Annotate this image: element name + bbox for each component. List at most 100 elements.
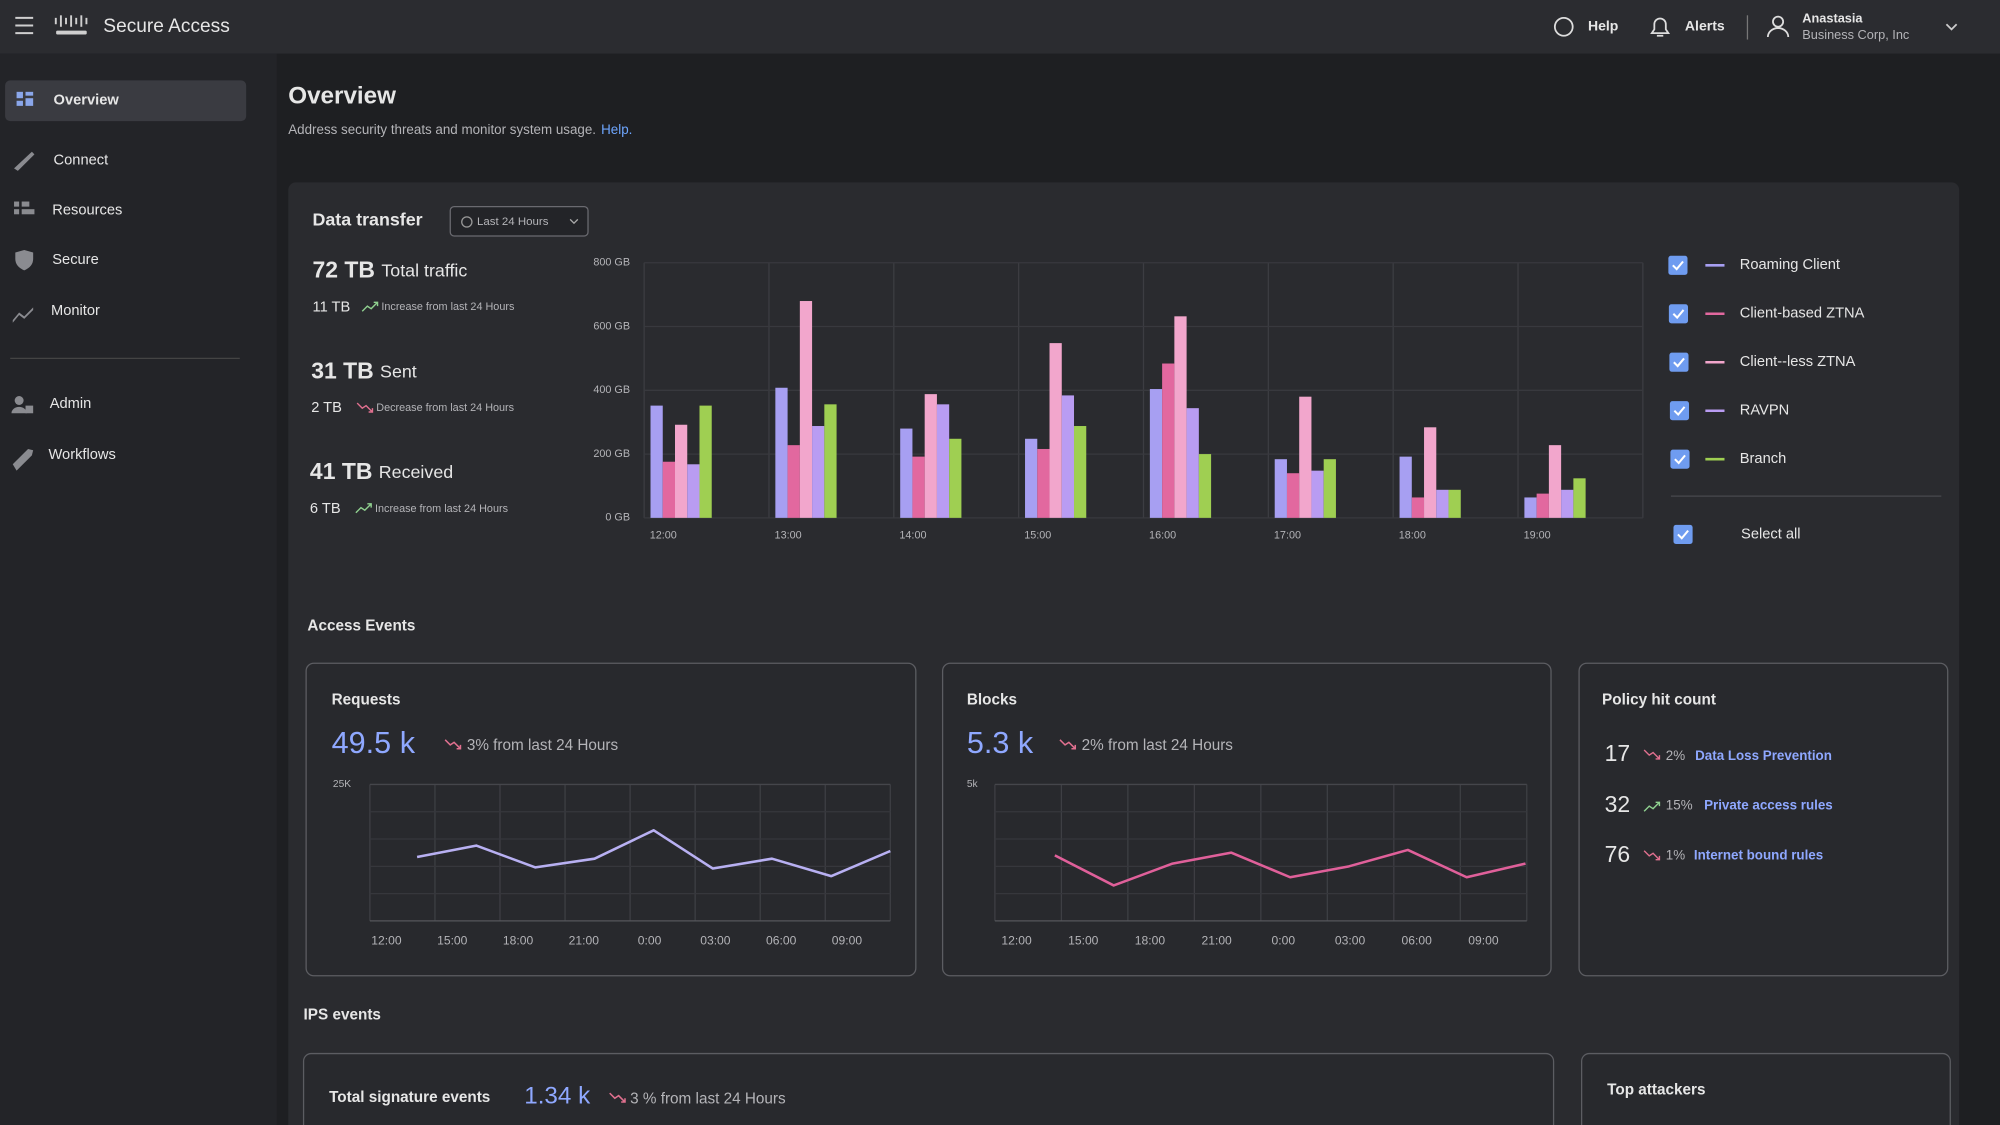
shape bbox=[1772, 15, 1785, 28]
bar bbox=[1448, 489, 1461, 518]
legend-label[interactable]: RAVPN bbox=[1740, 403, 1789, 419]
bar bbox=[1025, 438, 1038, 518]
time-filter-label[interactable]: Last 24 Hours bbox=[477, 216, 549, 228]
bar bbox=[824, 404, 837, 518]
policy-change: 1% bbox=[1666, 847, 1685, 862]
bar bbox=[1311, 470, 1324, 518]
nav-item[interactable]: Admin bbox=[50, 396, 92, 412]
bar bbox=[675, 424, 688, 518]
ips-value: 1.34 k bbox=[524, 1082, 591, 1109]
checkbox[interactable] bbox=[1673, 524, 1693, 545]
y-tick-label: 600 GB bbox=[593, 320, 630, 332]
charts: 0 GB 200 GB 400 GB 600 GB 800 GB 12:00 13:00 14… bbox=[333, 255, 1865, 948]
time-filter[interactable] bbox=[449, 205, 589, 237]
y-tick-label: 800 GB bbox=[593, 257, 630, 269]
nav-item[interactable]: Resources bbox=[52, 202, 122, 218]
x-tick-label: 19:00 bbox=[1524, 530, 1551, 542]
stat-change-text: Decrease from last 24 Hours bbox=[376, 402, 514, 414]
policy-count: 32 bbox=[1605, 791, 1631, 817]
shape bbox=[70, 15, 73, 27]
x-tick-label: 17:00 bbox=[1274, 530, 1301, 542]
bar bbox=[812, 426, 825, 518]
nav-item[interactable]: Overview bbox=[54, 93, 120, 109]
bar bbox=[1524, 497, 1537, 518]
stat: 41 TB Received bbox=[310, 458, 453, 484]
bar bbox=[1436, 489, 1449, 518]
chevron[interactable] bbox=[1945, 23, 1958, 31]
bell-icon[interactable] bbox=[1650, 17, 1671, 37]
help[interactable]: Help bbox=[1588, 17, 1618, 33]
shape bbox=[75, 17, 78, 25]
bar bbox=[1561, 489, 1574, 518]
x-tick-label: 21:00 bbox=[1201, 934, 1232, 948]
checkmark bbox=[1673, 406, 1686, 417]
bar bbox=[1323, 459, 1336, 518]
checkbox[interactable] bbox=[1668, 255, 1688, 275]
bar bbox=[949, 438, 962, 518]
bar bbox=[1037, 448, 1050, 518]
card bbox=[302, 1052, 1555, 1125]
bar bbox=[1149, 389, 1163, 518]
x-tick-label: 0:00 bbox=[638, 934, 662, 948]
policy-count: 76 bbox=[1605, 841, 1631, 867]
policy-link[interactable]: Data Loss Prevention bbox=[1695, 748, 1832, 763]
policy-link[interactable]: Private access rules bbox=[1704, 798, 1833, 813]
user-icon[interactable] bbox=[1766, 15, 1790, 38]
bar bbox=[1198, 454, 1212, 518]
card bbox=[941, 662, 1552, 977]
nav-item[interactable]: Monitor bbox=[51, 303, 100, 319]
checkbox[interactable] bbox=[1670, 449, 1690, 469]
legend-label[interactable]: Branch bbox=[1740, 451, 1786, 467]
trend-up bbox=[355, 503, 372, 514]
bar bbox=[1299, 396, 1312, 518]
card bbox=[1580, 1052, 1951, 1125]
line bbox=[1054, 848, 1526, 887]
x-tick-label: 21:00 bbox=[569, 934, 600, 948]
section-title: IPS events bbox=[304, 1006, 381, 1023]
x-tick-label: 18:00 bbox=[1135, 934, 1166, 948]
help-link[interactable]: Help. bbox=[601, 122, 632, 137]
shape bbox=[56, 30, 87, 35]
subtitle: Address security threats and monitor sys… bbox=[288, 122, 596, 137]
checkmark bbox=[1674, 454, 1686, 465]
checkbox[interactable] bbox=[1669, 352, 1689, 372]
policy-link[interactable]: Internet bound rules bbox=[1694, 847, 1823, 862]
org-name[interactable]: Business Corp, Inc bbox=[1802, 27, 1910, 42]
shape bbox=[25, 98, 34, 106]
stat-value: 72 TB bbox=[313, 257, 375, 283]
nav-item[interactable]: Connect bbox=[54, 153, 109, 169]
card-title: Top attackers bbox=[1607, 1082, 1705, 1099]
shape bbox=[12, 448, 34, 471]
shape bbox=[85, 17, 88, 25]
bar bbox=[687, 464, 700, 518]
help-icon[interactable] bbox=[1553, 16, 1574, 37]
legend-label[interactable]: Roaming Client bbox=[1740, 257, 1840, 273]
shape bbox=[21, 209, 35, 215]
legend-label[interactable]: Client--less ZTNA bbox=[1740, 354, 1856, 370]
bar bbox=[1286, 473, 1300, 518]
x-tick-label: 03:00 bbox=[1335, 934, 1366, 948]
stat-change-text: Increase from last 24 Hours bbox=[381, 301, 515, 313]
select-all-label[interactable]: Select all bbox=[1741, 526, 1800, 542]
card-title: Requests bbox=[332, 691, 401, 708]
nav-item[interactable]: Secure bbox=[52, 252, 98, 268]
panel bbox=[288, 182, 1960, 1125]
ips-label: Total signature events bbox=[329, 1089, 490, 1106]
checkbox[interactable] bbox=[1668, 304, 1689, 324]
x-tick-label: 13:00 bbox=[775, 530, 802, 542]
user-name[interactable]: Anastasia bbox=[1802, 11, 1863, 26]
menu-icon[interactable] bbox=[15, 16, 34, 35]
legend-label[interactable]: Client-based ZTNA bbox=[1740, 306, 1865, 322]
trend-up bbox=[1643, 801, 1661, 812]
y-tick-label: 200 GB bbox=[593, 448, 630, 460]
shape bbox=[14, 151, 35, 171]
alerts[interactable]: Alerts bbox=[1685, 17, 1725, 33]
nav-item[interactable]: Workflows bbox=[48, 447, 115, 463]
checkbox[interactable] bbox=[1669, 401, 1690, 421]
page-subtitle: Address security threats and monitor sys… bbox=[288, 122, 632, 137]
y-tick-label: 0 GB bbox=[605, 512, 630, 524]
stat-change-text: Increase from last 24 Hours bbox=[375, 503, 509, 515]
shape bbox=[25, 91, 34, 96]
shape bbox=[11, 406, 27, 414]
shape bbox=[80, 15, 83, 27]
